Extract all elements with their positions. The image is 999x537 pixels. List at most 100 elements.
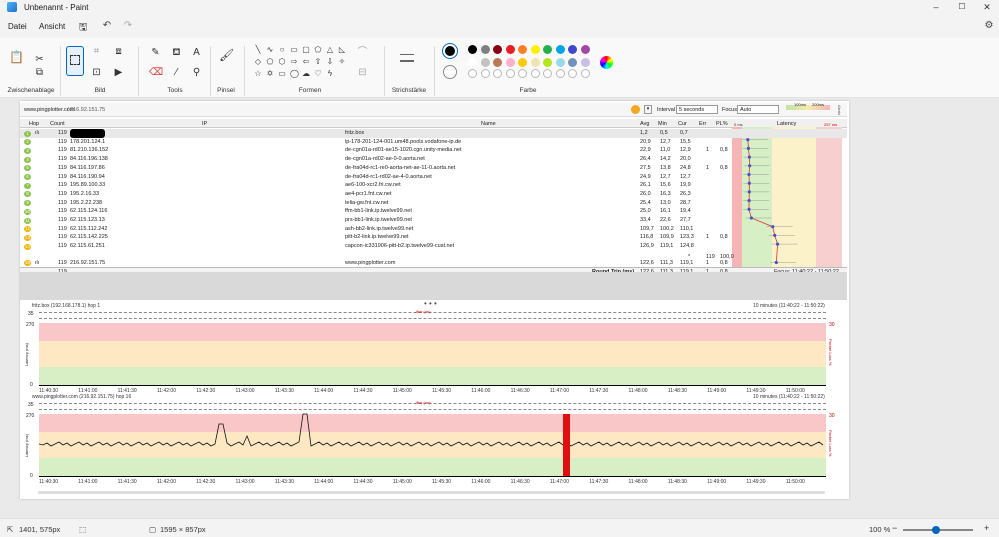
save-icon[interactable]: 🖫: [78, 22, 88, 33]
crop-icon[interactable]: ⌗: [93, 46, 100, 57]
close-button[interactable]: ✕: [983, 2, 991, 12]
color-swatch[interactable]: [505, 45, 515, 54]
col-hop[interactable]: Hop: [29, 121, 40, 127]
table-row[interactable]: 7 119 195.89.100.33 ae6-100-xcr2.fri.cw.net…: [20, 181, 847, 190]
color-swatch[interactable]: [568, 58, 577, 67]
minimize-button[interactable]: –: [933, 2, 939, 12]
dropdown-icon[interactable]: ▾: [644, 105, 652, 114]
resize-icon[interactable]: ⧈: [115, 46, 122, 57]
rect-shape-icon[interactable]: ▭: [290, 45, 298, 54]
select-all-icon[interactable]: ⊡: [92, 67, 101, 78]
color-swatch[interactable]: [568, 69, 577, 78]
table-row[interactable]: 4 119 84.116.196.138 de-cgn01a-rd02-ae-0-0.…: [20, 155, 847, 164]
col-count[interactable]: Count: [50, 121, 65, 127]
maximize-button[interactable]: ☐: [958, 2, 966, 11]
zoom-in-icon[interactable]: +: [984, 523, 990, 533]
col-ip[interactable]: IP: [202, 121, 208, 127]
table-row[interactable]: 11 119 62.115.123.13 prs-bb1-link.ip.twelve…: [20, 216, 847, 225]
select-button[interactable]: [66, 46, 84, 76]
table-row[interactable]: 3 119 81.210.136.152 de-cgn01a-rd01-ae15-10…: [20, 146, 847, 155]
arrow-up-shape-icon[interactable]: ⇧: [314, 57, 322, 66]
polygon-shape-icon[interactable]: ⬠: [314, 45, 322, 54]
alerts-tab[interactable]: Alerts: [837, 105, 842, 116]
heart-shape-icon[interactable]: ♡: [314, 69, 322, 78]
brush-icon[interactable]: 🖌: [219, 48, 235, 62]
pencil-icon[interactable]: ✎: [151, 47, 160, 58]
edit-colors-icon[interactable]: [600, 56, 613, 69]
table-row[interactable]: 5 119 84.116.197.86 de-fra04d-rc1-re0-aorta…: [20, 164, 847, 173]
shapes-gallery[interactable]: ╲ ∿ ○ ▭ ▢ ⬠ △ ◺ ◇ ⬠ ⬡ ⇨ ⇦ ⇧ ⇩ ✧ ☆ ✡ ▭ ◯ …: [254, 46, 346, 82]
color-swatch[interactable]: [468, 69, 477, 78]
settings-icon[interactable]: ⚙: [984, 20, 994, 31]
color-swatch[interactable]: [468, 45, 477, 54]
arrow-down-shape-icon[interactable]: ⇩: [326, 57, 334, 66]
text-icon[interactable]: A: [193, 47, 200, 58]
col-min[interactable]: Min: [658, 121, 667, 127]
arrow-left-shape-icon[interactable]: ⇦: [302, 57, 310, 66]
star4-shape-icon[interactable]: ✧: [338, 57, 346, 66]
table-row-timeout[interactable]: * 119 100,0: [20, 253, 847, 262]
triangle-shape-icon[interactable]: △: [326, 45, 334, 54]
color-picker-icon[interactable]: ⁄: [175, 67, 178, 78]
color-swatch[interactable]: [530, 58, 540, 67]
table-row[interactable]: 8 119 195.2.16.33 ae4-pcr1.fnt.cw.net 26,0 16…: [20, 190, 847, 199]
color-swatch[interactable]: [580, 45, 590, 54]
color-swatch[interactable]: [518, 69, 527, 78]
color-swatch[interactable]: [480, 58, 490, 67]
col-cur[interactable]: Cur: [678, 121, 687, 127]
menu-view[interactable]: Ansicht: [39, 22, 66, 31]
curve-shape-icon[interactable]: ∿: [266, 45, 274, 54]
outline-icon[interactable]: ⌒: [357, 47, 368, 58]
color-swatch[interactable]: [555, 45, 565, 54]
color-swatch[interactable]: [580, 58, 590, 67]
zoom-slider-thumb[interactable]: [932, 526, 940, 534]
color-swatch[interactable]: [543, 45, 552, 54]
table-row[interactable]: 9 119 195.2.22.238 telia-gw.fnt.cw.net 25,4 1…: [20, 199, 847, 208]
fill-style-icon[interactable]: ⊟: [358, 67, 367, 78]
col-pl[interactable]: PL%: [716, 121, 728, 127]
alert-status-icon[interactable]: [631, 105, 640, 114]
callout-cloud-shape-icon[interactable]: ☁: [302, 69, 310, 78]
splitter-handle-icon[interactable]: • • •: [424, 299, 437, 308]
copy-icon[interactable]: ⧉: [35, 67, 44, 78]
color-swatch[interactable]: [493, 45, 502, 54]
color-swatch[interactable]: [543, 69, 552, 78]
col-avg[interactable]: Avg: [640, 121, 650, 127]
color-swatch[interactable]: [555, 69, 565, 78]
magnifier-icon[interactable]: ⚲: [192, 67, 201, 78]
oval-shape-icon[interactable]: ○: [279, 45, 285, 54]
cut-icon[interactable]: ✂: [35, 54, 44, 65]
pentagon-shape-icon[interactable]: ⬠: [266, 57, 274, 66]
secondary-color[interactable]: [443, 65, 457, 79]
col-err[interactable]: Err: [699, 121, 707, 127]
color-swatch[interactable]: [543, 58, 552, 67]
table-row[interactable]: 16 ılı 119 216.92.151.75 www.pingplotter.com…: [20, 259, 847, 268]
star5-shape-icon[interactable]: ☆: [254, 69, 262, 78]
callout-oval-shape-icon[interactable]: ◯: [290, 69, 299, 78]
rotate-icon[interactable]: ▶: [114, 67, 123, 78]
color-swatch[interactable]: [518, 58, 527, 67]
graph-toggle-icon[interactable]: ılı: [35, 259, 40, 266]
rounded-rect-shape-icon[interactable]: ▢: [302, 45, 310, 54]
fill-icon[interactable]: ⛾: [172, 47, 181, 58]
right-triangle-shape-icon[interactable]: ◺: [338, 45, 346, 54]
color-swatch[interactable]: [480, 69, 490, 78]
hexagon-shape-icon[interactable]: ⬡: [278, 57, 286, 66]
star6-shape-icon[interactable]: ✡: [266, 69, 274, 78]
menu-file[interactable]: Datei: [8, 22, 27, 31]
callout-rect-shape-icon[interactable]: ▭: [278, 69, 286, 78]
table-row[interactable]: 10 119 62.115.124.116 ffm-bb1-link.ip.twelv…: [20, 207, 847, 216]
table-row[interactable]: 6 119 84.116.190.94 de-fra04d-rc1-rd02-ae-4…: [20, 173, 847, 182]
zoom-out-icon[interactable]: −: [892, 523, 898, 533]
color-swatch[interactable]: [555, 58, 565, 67]
color-swatch[interactable]: [480, 45, 490, 54]
col-latency[interactable]: Latency: [777, 121, 797, 127]
undo-icon[interactable]: ↶: [102, 20, 112, 31]
table-row[interactable]: 13 119 62.115.142.225 pitt-b2-link.ip.twelv…: [20, 233, 847, 242]
redo-icon[interactable]: ↷: [123, 20, 133, 31]
color-swatch[interactable]: [505, 58, 515, 67]
table-row[interactable]: 2 119 178.201.124.1 ip-178-201-124-001.um48…: [20, 138, 847, 147]
diamond-shape-icon[interactable]: ◇: [254, 57, 262, 66]
primary-color[interactable]: [443, 44, 457, 58]
col-name[interactable]: Name: [481, 121, 496, 127]
